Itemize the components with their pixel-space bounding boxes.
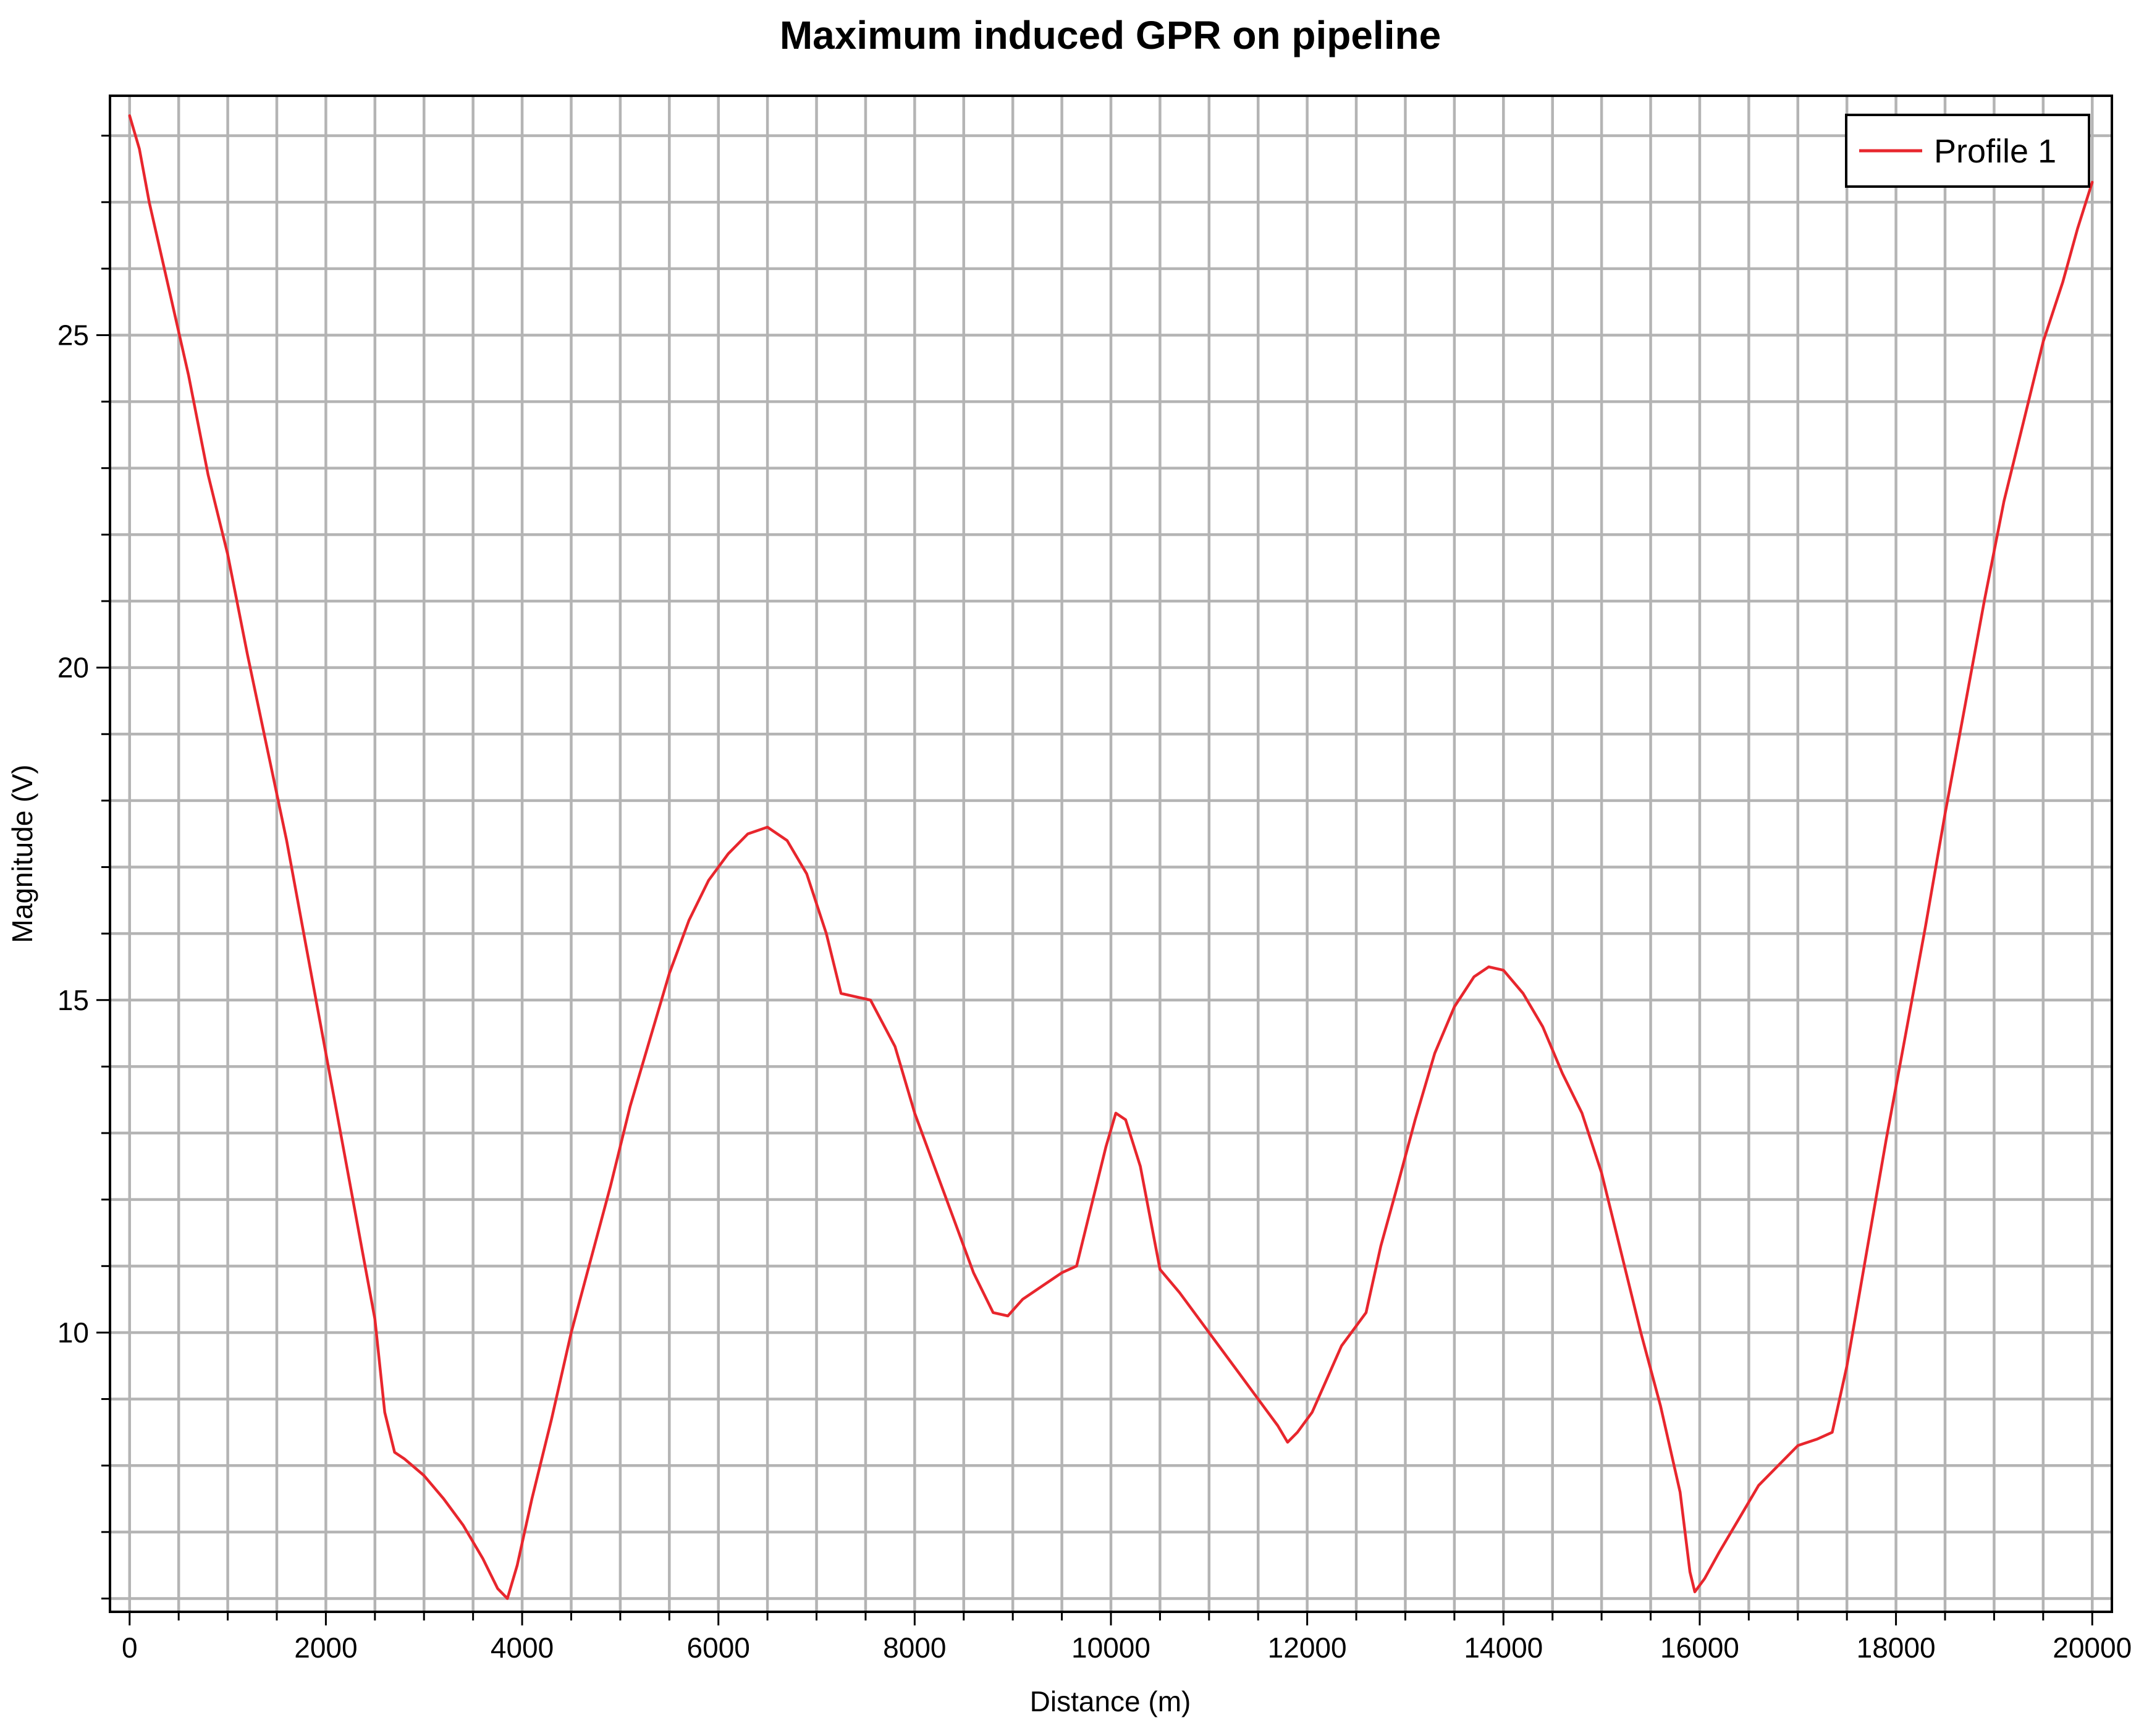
x-tick-label: 8000 [883,1632,946,1664]
y-tick-label: 20 [57,652,89,684]
y-axis-label: Magnitude (V) [6,765,38,943]
y-tick-label: 10 [57,1317,89,1349]
x-tick-label: 6000 [687,1632,750,1664]
y-tick-label: 25 [57,319,89,351]
x-tick-label: 20000 [2053,1632,2132,1664]
x-tick-label: 2000 [294,1632,357,1664]
x-tick-label: 18000 [1857,1632,1936,1664]
x-tick-label: 16000 [1660,1632,1739,1664]
plot-area-frame [109,95,2113,1613]
x-tick-label: 4000 [491,1632,554,1664]
axis-ticks [96,135,2093,1625]
legend: Profile 1 [1845,114,2090,188]
chart-title: Maximum induced GPR on pipeline [780,13,1441,57]
series-line-1 [128,114,2094,1600]
x-axis-label: Distance (m) [1030,1685,1191,1717]
y-tick-labels: 10 15 20 25 [57,319,89,1348]
x-tick-label: 14000 [1464,1632,1543,1664]
x-tick-label: 0 [122,1632,138,1664]
legend-label-profile-1: Profile 1 [1934,133,2056,170]
y-tick-label: 15 [57,984,89,1016]
x-tick-label: 12000 [1268,1632,1347,1664]
x-tick-labels: 0 2000 4000 6000 8000 10000 12000 14000 16000 180… [122,1632,2132,1664]
x-tick-label: 10000 [1071,1632,1150,1664]
series-layer [128,114,2094,1600]
